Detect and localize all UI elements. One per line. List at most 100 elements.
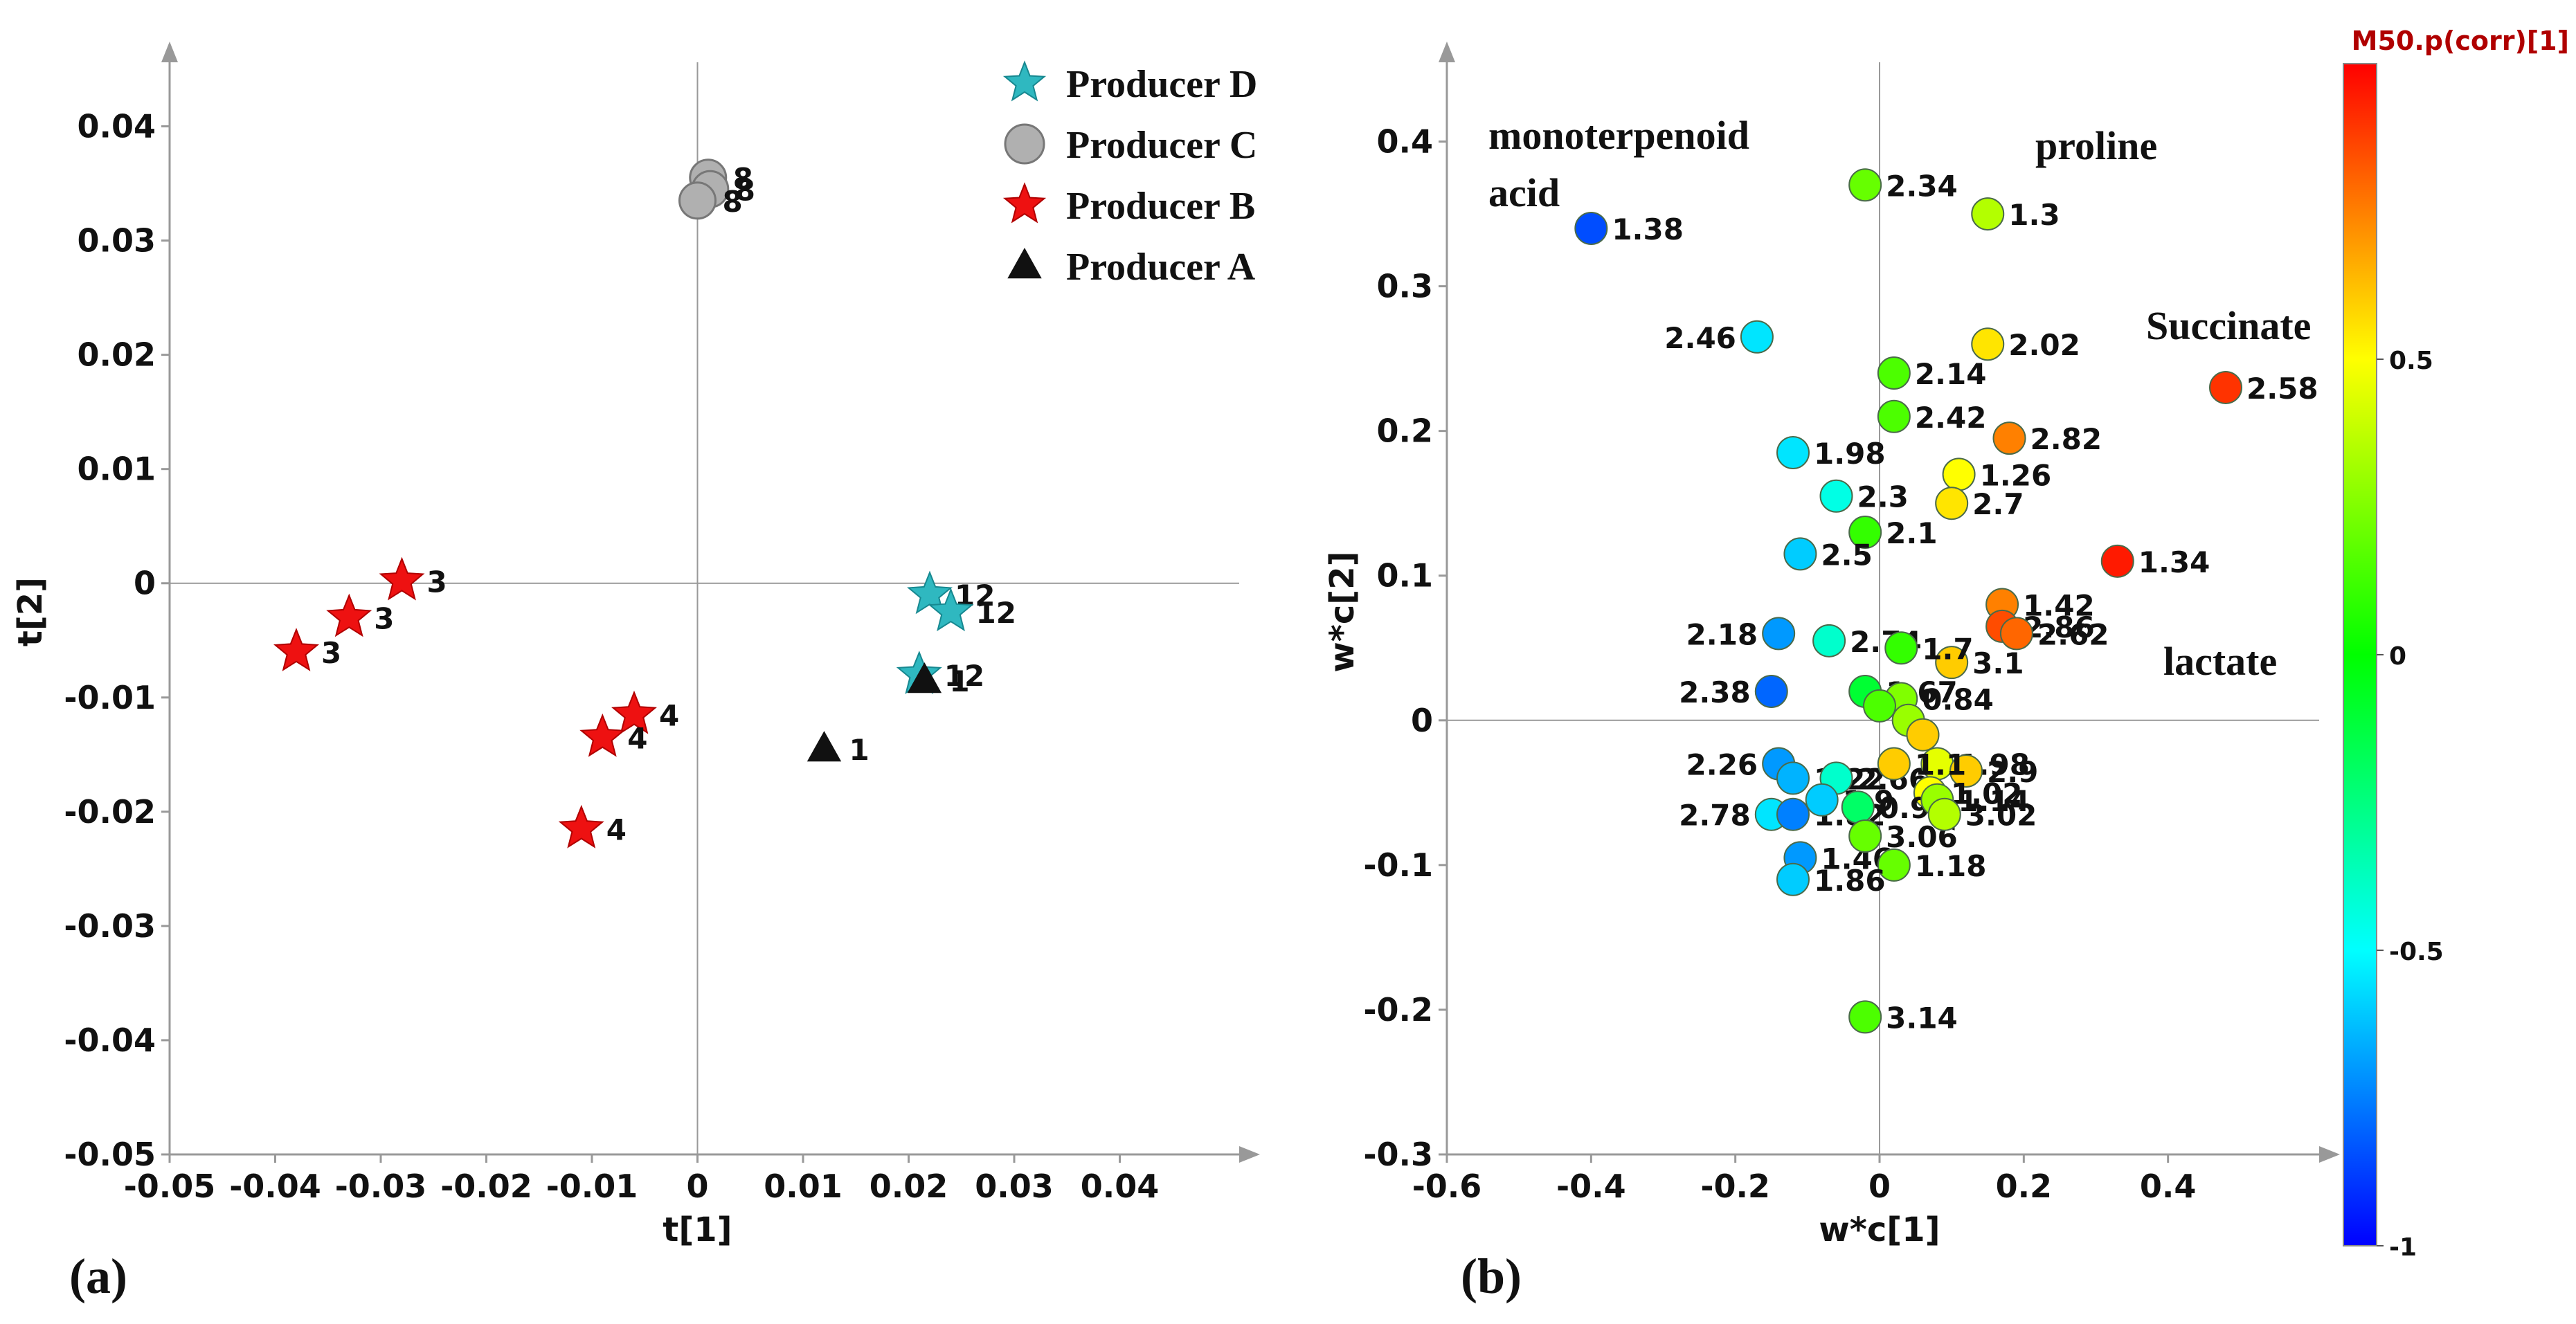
x-tick-label: -0.04 — [229, 1168, 321, 1205]
loading-label: 2.58 — [2246, 372, 2318, 406]
y-tick-label: 0.02 — [78, 336, 156, 374]
loading-point — [1819, 479, 1853, 513]
loading-point — [1877, 848, 1911, 882]
colorbar-tick-label: 0 — [2389, 642, 2406, 671]
loading-label: 1.7 — [1922, 632, 1973, 666]
x-tick-label: 0 — [686, 1168, 708, 1205]
scores-plot-panel-a: -0.05 -0.04 -0.03 -0.02 -0.01 0 0.01 0.02 0.03 0.… — [11, 42, 1260, 1304]
loading-label: 2.26 — [1686, 748, 1758, 782]
data-point-producer-c — [678, 181, 717, 220]
loading-point — [1992, 421, 2026, 455]
y-tick-label: -0.1 — [1363, 846, 1433, 884]
loading-point — [1877, 747, 1911, 781]
colorbar: M50.p(corr)[1] 0.5 0 -0.5 -1 — [2343, 26, 2569, 1262]
loading-label: 2.46 — [1664, 321, 1736, 355]
loading-label: 2.7 — [1972, 487, 2024, 521]
loading-label: 2.14 — [1915, 357, 1987, 391]
loading-label: 2.9 — [1987, 755, 2038, 789]
loading-label: 1.86 — [1814, 864, 1886, 898]
loading-label: 3.02 — [1965, 799, 2037, 833]
loading-point — [1927, 797, 1961, 831]
loading-label: 2.78 — [1679, 799, 1751, 833]
point-label: 12 — [944, 659, 984, 693]
data-point-producer-b — [379, 556, 425, 601]
data-point-producer-b — [579, 713, 626, 757]
colorbar-title: M50.p(corr)[1] — [2352, 26, 2569, 56]
panel-label-b: (b) — [1461, 1249, 1522, 1304]
loading-label: 3.14 — [1886, 1001, 1958, 1035]
legend-marker — [1002, 60, 1047, 102]
loading-label: 2.3 — [1857, 480, 1909, 514]
loading-label: 1.02 — [1951, 777, 2023, 810]
loading-point — [1848, 1000, 1882, 1034]
annotation-proline: proline — [2035, 123, 2157, 168]
loading-point — [1574, 211, 1608, 245]
loading-point — [1877, 399, 1911, 433]
x-tick-label: 0.4 — [2140, 1168, 2197, 1205]
point-label: 4 — [606, 813, 627, 847]
annotation-lactate: lactate — [2163, 639, 2277, 684]
x-tick-label: 0.04 — [1081, 1168, 1160, 1205]
point-label: 8 — [723, 185, 743, 219]
loading-point — [1863, 689, 1896, 723]
y-tick-label: -0.03 — [64, 907, 156, 945]
loading-point — [1999, 617, 2033, 651]
y-tick-label: 0.4 — [1377, 123, 1434, 161]
loading-label: 2.02 — [2008, 328, 2080, 362]
x-tick-label: -0.2 — [1700, 1168, 1770, 1205]
loading-point — [1740, 320, 1774, 354]
x-axis-arrow — [1239, 1146, 1260, 1163]
y-axis-title: t[2] — [11, 577, 50, 646]
y-tick-label: 0.1 — [1377, 557, 1434, 595]
loading-point — [1971, 327, 2005, 361]
loading-point — [1776, 862, 1810, 896]
point-label: 8 — [733, 162, 753, 196]
x-tick-label: -0.03 — [335, 1168, 427, 1205]
loading-point — [1783, 537, 1817, 571]
loading-label: 0.84 — [1922, 682, 1994, 716]
loading-label: 2.5 — [1821, 538, 1872, 572]
x-axis-arrow — [2319, 1146, 2340, 1163]
y-axis-title: w*c[2] — [1323, 551, 1362, 672]
y-tick-label: -0.3 — [1363, 1136, 1433, 1173]
loading-point — [1776, 797, 1810, 831]
loading-point — [1848, 516, 1882, 550]
legend-label: Producer D — [1066, 63, 1257, 106]
colorbar-gradient — [2343, 63, 2377, 1246]
point-label: 12 — [976, 596, 1016, 630]
loading-label: 3.1 — [1972, 646, 2024, 680]
loading-label: 1.42 — [2023, 589, 2095, 623]
loading-label: 1.34 — [2138, 545, 2210, 579]
point-label: 1 — [949, 664, 969, 698]
annotation-succinate: Succinate — [2146, 303, 2311, 348]
loading-point — [1935, 487, 1969, 520]
y-tick-label: 0 — [134, 565, 156, 602]
colorbar-tick-label: -1 — [2389, 1233, 2417, 1262]
x-tick-label: 0.01 — [764, 1168, 843, 1205]
data-point-producer-b — [611, 690, 657, 734]
loading-point — [1805, 783, 1839, 817]
point-label: 3 — [427, 565, 447, 599]
y-tick-label: 0.3 — [1377, 268, 1434, 305]
loading-label: 2.1 — [1886, 516, 1937, 550]
y-axis-arrow — [1439, 42, 1455, 62]
loading-label: 1.98 — [1814, 437, 1886, 471]
loading-label: 2.34 — [1886, 169, 1958, 203]
loading-point — [1877, 356, 1911, 390]
y-tick-label: 0.04 — [78, 108, 156, 145]
data-point-producer-b — [558, 804, 604, 849]
loading-point — [1754, 674, 1788, 708]
annotation-acid: acid — [1488, 170, 1560, 215]
legend-marker — [1004, 123, 1045, 165]
y-tick-label: -0.2 — [1363, 991, 1433, 1028]
data-point-producer-a — [807, 731, 842, 762]
x-tick-label: -0.02 — [440, 1168, 532, 1205]
y-tick-label: -0.04 — [64, 1022, 156, 1059]
loading-point — [1848, 168, 1882, 202]
loading-point — [1848, 819, 1882, 853]
colorbar-tick-label: -0.5 — [2389, 938, 2444, 966]
loading-label: 2.38 — [1679, 675, 1751, 709]
point-label: 8 — [735, 173, 755, 207]
point-label: 4 — [627, 722, 647, 756]
loading-point — [1884, 631, 1918, 665]
